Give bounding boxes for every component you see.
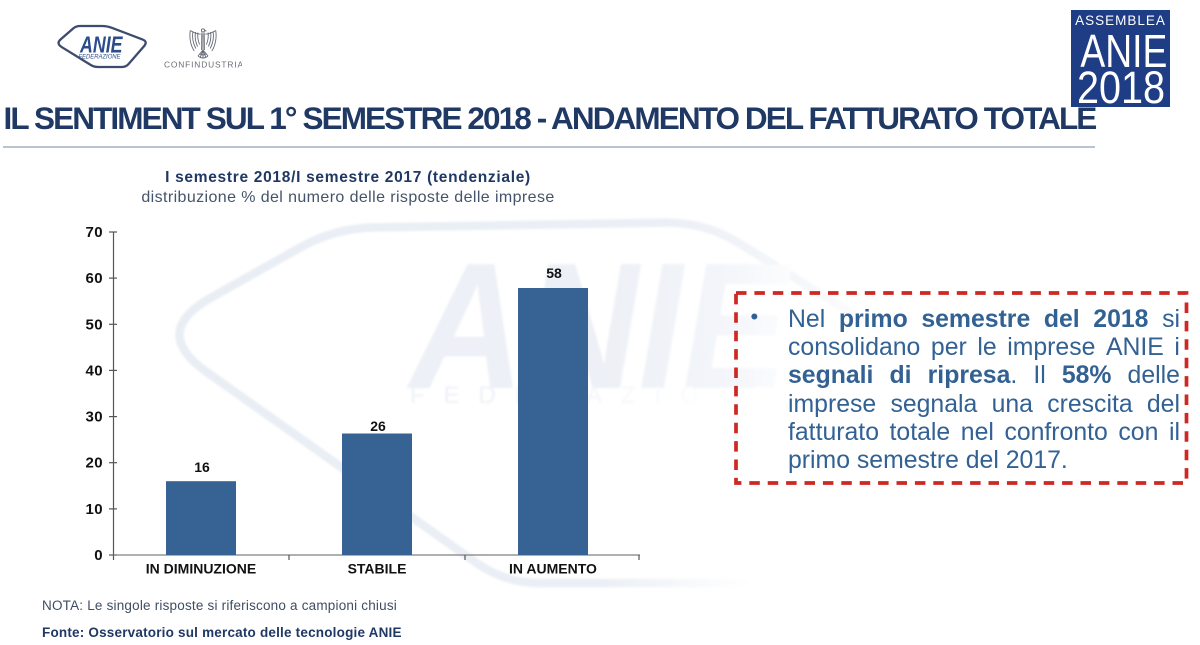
svg-text:50: 50 xyxy=(86,316,104,333)
svg-text:26: 26 xyxy=(370,418,386,434)
svg-text:STABILE: STABILE xyxy=(348,561,407,577)
svg-text:20: 20 xyxy=(86,455,104,472)
svg-text:ANIE: ANIE xyxy=(79,32,123,58)
svg-text:CONFINDUSTRIA: CONFINDUSTRIA xyxy=(164,60,242,70)
svg-text:30: 30 xyxy=(86,409,104,426)
svg-text:40: 40 xyxy=(86,362,104,379)
svg-text:60: 60 xyxy=(86,270,104,287)
svg-text:70: 70 xyxy=(86,224,104,241)
svg-text:58: 58 xyxy=(546,265,562,281)
svg-text:16: 16 xyxy=(194,459,210,475)
svg-text:ANIE: ANIE xyxy=(406,226,792,427)
svg-text:FEDERAZIONE: FEDERAZIONE xyxy=(79,54,122,61)
svg-text:IN AUMENTO: IN AUMENTO xyxy=(509,561,597,577)
svg-text:IN DIMINUZIONE: IN DIMINUZIONE xyxy=(146,561,256,577)
svg-text:0: 0 xyxy=(94,547,103,564)
svg-text:10: 10 xyxy=(86,501,104,518)
